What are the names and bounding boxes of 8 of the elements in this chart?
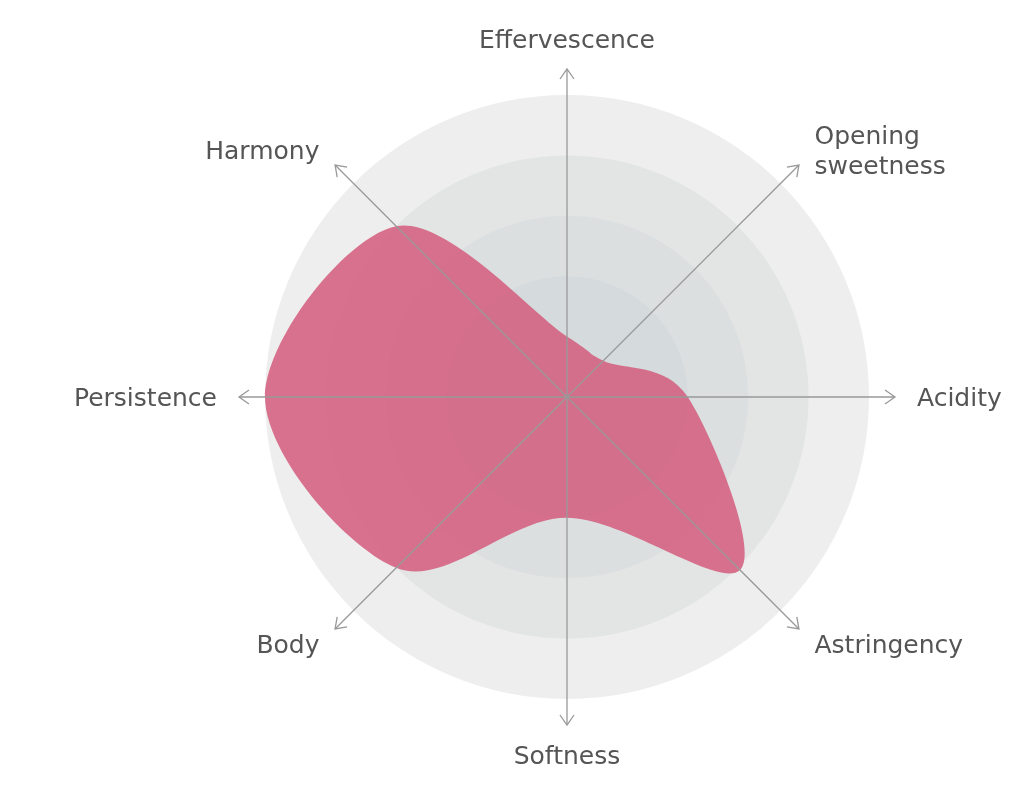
spoke-label: Softness [513,741,621,770]
spoke-label: Persistence [74,383,217,412]
spoke-label: Harmony [205,135,320,165]
spoke-label: Acidity [917,383,1002,412]
spoke-label: Astringency [814,630,964,660]
spoke-label: Effervescence [479,25,655,54]
spoke-label: Body [256,630,320,660]
spoke-label: Opening sweetness [814,120,946,180]
